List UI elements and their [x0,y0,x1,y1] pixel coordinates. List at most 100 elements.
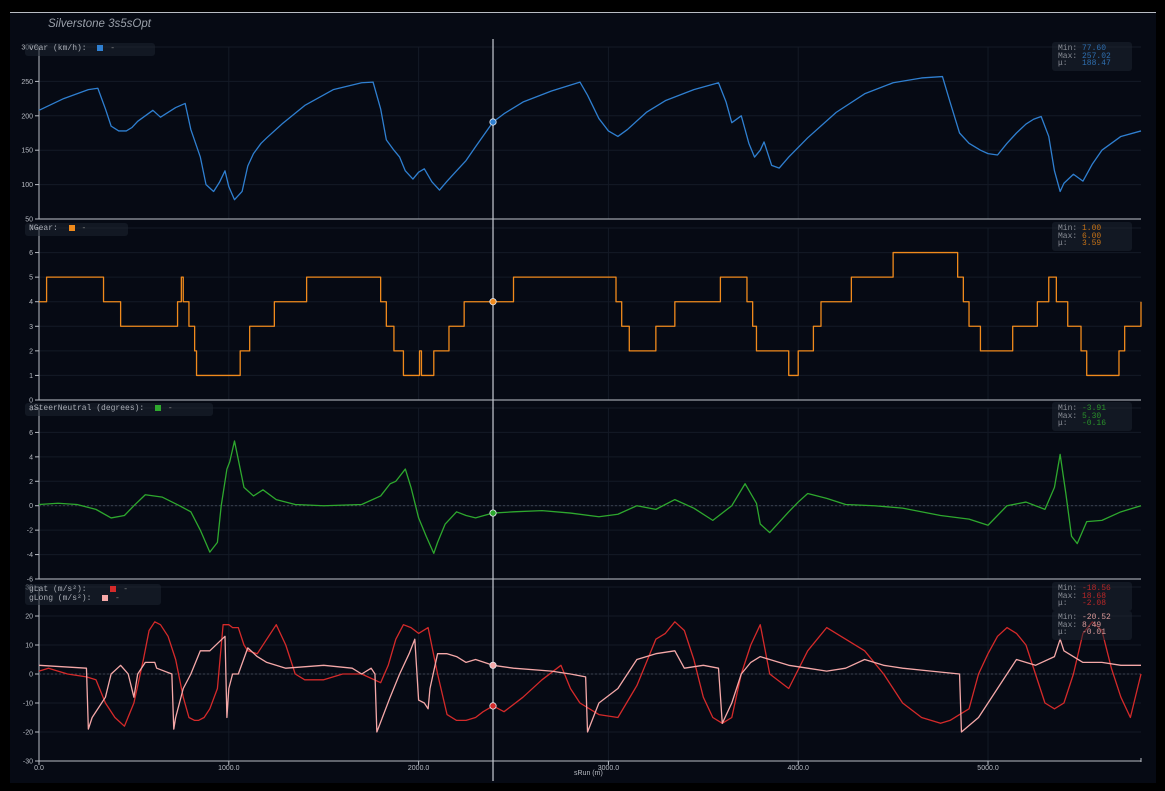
series-color-swatch [110,586,117,592]
stats-vcar: Min: 77.60 Max: 257.02 μ: 188.47 [1052,42,1132,71]
legend-label: aSteerNeutral (degrees): [29,404,145,414]
stats-ngear: Min: 1.00 Max: 6.00 μ: 3.59 [1052,222,1132,251]
panel-NGear: 76543210 [29,226,1141,405]
stat-mean-value: -2.08 [1082,599,1107,608]
cursor-marker [489,509,497,517]
y-tick-label: 250 [21,79,33,86]
legend-label: NGear: [29,224,58,234]
y-tick-label: 6 [29,250,33,257]
stat-min-label: Min: [1058,224,1078,233]
stat-max-label: Max: [1058,231,1078,241]
vCar-trace [38,75,1142,201]
cursor-marker [489,118,497,126]
y-tick-label: 5 [29,275,33,282]
series-color-swatch [68,225,75,231]
legend-value: - [167,404,173,414]
x-tick-label: 5000.0 [977,765,999,772]
y-tick-label: 0 [29,672,33,679]
panel-aSteerNeutral: 86420-2-4-6 [27,406,1141,584]
stat-max-value: 5.30 [1082,411,1102,421]
panel-vCar: 30025020015010050 [21,45,1141,224]
stat-mean-label: μ: [1058,628,1068,637]
y-tick-label: 1 [29,373,33,380]
stat-mean-label: μ: [1058,59,1068,68]
legend-value: - [110,44,116,54]
cursor-marker [489,702,497,710]
stat-min-value: 77.60 [1082,44,1107,53]
stat-max-value: 257.02 [1082,51,1111,61]
y-tick-label: 0 [29,398,33,405]
legend-vcar: vCar (km/h): - [25,43,155,56]
glat-trace [38,621,1142,727]
stat-mean-label: μ: [1058,599,1068,608]
y-tick-label: 4 [29,299,33,306]
stat-mean-label: μ: [1058,419,1068,428]
stat-min-value: -18.56 [1082,584,1111,593]
stat-mean-value: -0.16 [1082,419,1107,428]
x-tick-label: 1000.0 [218,765,240,772]
cursor-marker [489,661,497,669]
y-tick-label: 2 [29,479,33,486]
x-tick-label: 2000.0 [408,765,430,772]
y-tick-label: 6 [29,430,33,437]
stat-min-value: 1.00 [1082,224,1102,233]
y-tick-label: 100 [21,182,33,189]
x-axis-title: sRun (m) [574,770,603,777]
stat-mean-value: 3.59 [1082,239,1102,248]
series-color-swatch [97,45,104,51]
y-tick-label: 50 [25,217,33,224]
stat-mean-label: μ: [1058,239,1068,248]
y-tick-label: 2 [29,348,33,355]
x-tick-label: 0.0 [34,765,44,772]
series-color-swatch [102,594,109,601]
legend-label: gLat (m/s²): [29,585,87,595]
stat-max-label: Max: [1058,620,1078,630]
y-tick-label: 0 [29,503,33,510]
legend-label: vCar (km/h): [29,44,87,54]
stat-min-label: Min: [1058,613,1078,622]
stat-max-label: Max: [1058,411,1078,421]
stat-min-label: Min: [1058,44,1078,53]
stat-max-value: 18.68 [1082,591,1107,601]
stat-max-value: 8.49 [1082,620,1102,630]
aSteerNeutral-trace [38,440,1142,554]
y-tick-label: 10 [25,643,33,650]
stat-mean-value: -0.01 [1082,628,1107,637]
stats-glong: Min: -20.52 Max: 8.49 μ: -0.01 [1052,611,1132,640]
window-title: Silverstone 3s5sOpt [48,18,151,30]
legend-value: - [81,224,87,234]
stat-mean-value: 188.47 [1082,59,1111,68]
y-tick-label: 150 [21,148,33,155]
legend-label: gLong (m/s²): [29,593,92,603]
y-tick-label: -20 [23,730,33,737]
plot-window [10,12,1156,783]
y-tick-label: 200 [21,113,33,120]
stat-min-value: -3.91 [1082,404,1107,413]
legend-value: - [115,593,120,603]
stats-glat: Min: -18.56 Max: 18.68 μ: -2.08 [1052,582,1132,611]
y-tick-label: -2 [27,528,33,535]
y-tick-label: -4 [27,552,33,559]
y-tick-label: 20 [25,614,33,621]
y-tick-label: 3 [29,324,33,331]
y-tick-label: -10 [23,701,33,708]
x-tick-label: 4000.0 [788,765,810,772]
y-tick-label: -30 [23,759,33,766]
legend-asteer: aSteerNeutral (degrees): - [25,403,213,416]
NGear-trace [39,251,1142,377]
series-color-swatch [155,405,162,411]
cursor-marker [489,298,497,306]
x-tick-label: 3000.0 [598,765,620,772]
legend-glat-glong: gLat (m/s²): - gLong (m/s²): - [25,584,161,606]
glong-trace [38,635,1141,733]
stat-min-label: Min: [1058,584,1078,593]
stat-min-label: Min: [1058,404,1078,413]
y-tick-label: -6 [27,577,33,584]
panel-gLatLong: 3020100-10-20-30 [23,585,1141,766]
stats-asteer: Min: -3.91 Max: 5.30 μ: -0.16 [1052,402,1132,431]
legend-value: - [123,585,129,595]
stat-max-value: 6.00 [1082,231,1102,241]
stat-max-label: Max: [1058,51,1078,61]
stat-max-label: Max: [1058,591,1078,601]
